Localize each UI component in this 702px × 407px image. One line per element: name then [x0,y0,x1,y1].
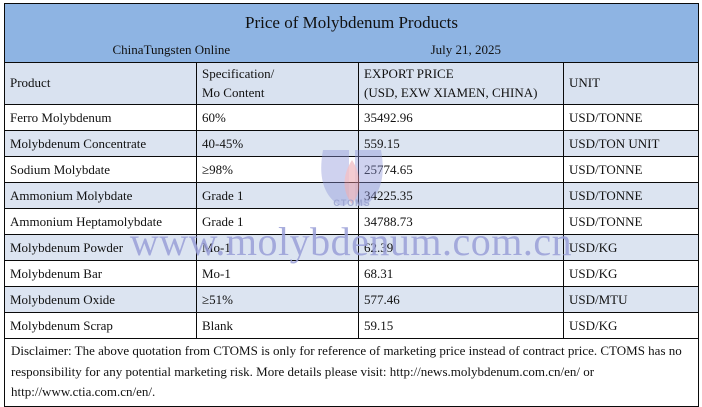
table-row: Molybdenum Scrap Blank 59.15 USD/KG [4,312,700,339]
cell-export-price: 34225.35 [358,182,564,209]
cell-specification: ≥98% [196,156,359,183]
cell-export-price: 25774.65 [358,156,564,183]
cell-product: Molybdenum Scrap [4,312,197,339]
subtitle-row: ChinaTungsten Online July 21, 2025 [3,38,700,63]
column-header-unit-line1: UNIT [569,75,601,91]
cell-unit: USD/KG [562,312,700,339]
cell-product: Molybdenum Oxide [4,286,197,313]
cell-unit: USD/TONNE [562,156,700,183]
molybdenum-price-table: Price of Molybdenum Products ChinaTungst… [3,3,700,407]
column-header-specification: Specification/ Mo Content [196,62,359,105]
cell-export-price: 559.15 [358,130,564,157]
table-row: Ammonium Heptamolybdate Grade 1 34788.73… [4,208,700,235]
cell-product: Molybdenum Bar [4,260,197,287]
subtitle-bar: ChinaTungsten Online July 21, 2025 [3,38,700,63]
cell-product: Sodium Molybdate [4,156,197,183]
cell-unit: USD/TONNE [562,104,700,131]
table-row: Molybdenum Oxide ≥51% 577.46 USD/MTU [4,286,700,313]
disclaimer-row: Disclaimer: The above quotation from CTO… [3,338,700,407]
column-header-specification-line2: Mo Content [202,84,265,100]
disclaimer-text: Disclaimer: The above quotation from CTO… [3,338,700,407]
cell-specification: ≥51% [196,286,359,313]
column-header-export-price-line1: EXPORT PRICE [364,65,454,81]
page-title: Price of Molybdenum Products [3,3,700,38]
cell-export-price: 34788.73 [358,208,564,235]
column-header-specification-line1: Specification/ [202,65,275,81]
column-header-product-line1: Product [10,75,51,91]
cell-export-price: 59.15 [358,312,564,339]
table-row: Molybdenum Powder Mo-1 62.39 USD/KG [4,234,700,261]
table-row: Molybdenum Bar Mo-1 68.31 USD/KG [4,260,700,287]
cell-unit: USD/TONNE [562,208,700,235]
organization-name: ChinaTungsten Online [112,42,231,57]
cell-unit: USD/MTU [562,286,700,313]
title-row: Price of Molybdenum Products [3,3,700,38]
table-row: Molybdenum Concentrate 40-45% 559.15 USD… [4,130,700,157]
cell-product: Molybdenum Concentrate [4,130,197,157]
cell-product: Molybdenum Powder [4,234,197,261]
column-header-product: Product [4,62,197,105]
cell-unit: USD/KG [562,234,700,261]
cell-product: Ammonium Heptamolybdate [4,208,197,235]
cell-unit: USD/KG [562,260,700,287]
column-header-export-price-line2: (USD, EXW XIAMEN, CHINA) [364,84,538,100]
cell-specification: Grade 1 [196,182,359,209]
table-row: Ferro Molybdenum 60% 35492.96 USD/TONNE [4,104,700,131]
cell-export-price: 68.31 [358,260,564,287]
cell-export-price: 35492.96 [358,104,564,131]
table-row: Ammonium Molybdate Grade 1 34225.35 USD/… [4,182,700,209]
table-header-row: Product Specification/ Mo Content EXPORT… [4,62,700,105]
cell-specification: 60% [196,104,359,131]
quotation-date: July 21, 2025 [430,42,502,57]
cell-product: Ferro Molybdenum [4,104,197,131]
cell-unit: USD/TONNE [562,182,700,209]
cell-export-price: 62.39 [358,234,564,261]
cell-unit: USD/TON UNIT [562,130,700,157]
cell-export-price: 577.46 [358,286,564,313]
column-header-unit: UNIT [562,62,700,105]
cell-specification: Mo-1 [196,234,359,261]
cell-specification: 40-45% [196,130,359,157]
cell-specification: Blank [196,312,359,339]
cell-specification: Mo-1 [196,260,359,287]
table-row: Sodium Molybdate ≥98% 25774.65 USD/TONNE [4,156,700,183]
cell-specification: Grade 1 [196,208,359,235]
cell-product: Ammonium Molybdate [4,182,197,209]
column-header-export-price: EXPORT PRICE (USD, EXW XIAMEN, CHINA) [358,62,564,105]
